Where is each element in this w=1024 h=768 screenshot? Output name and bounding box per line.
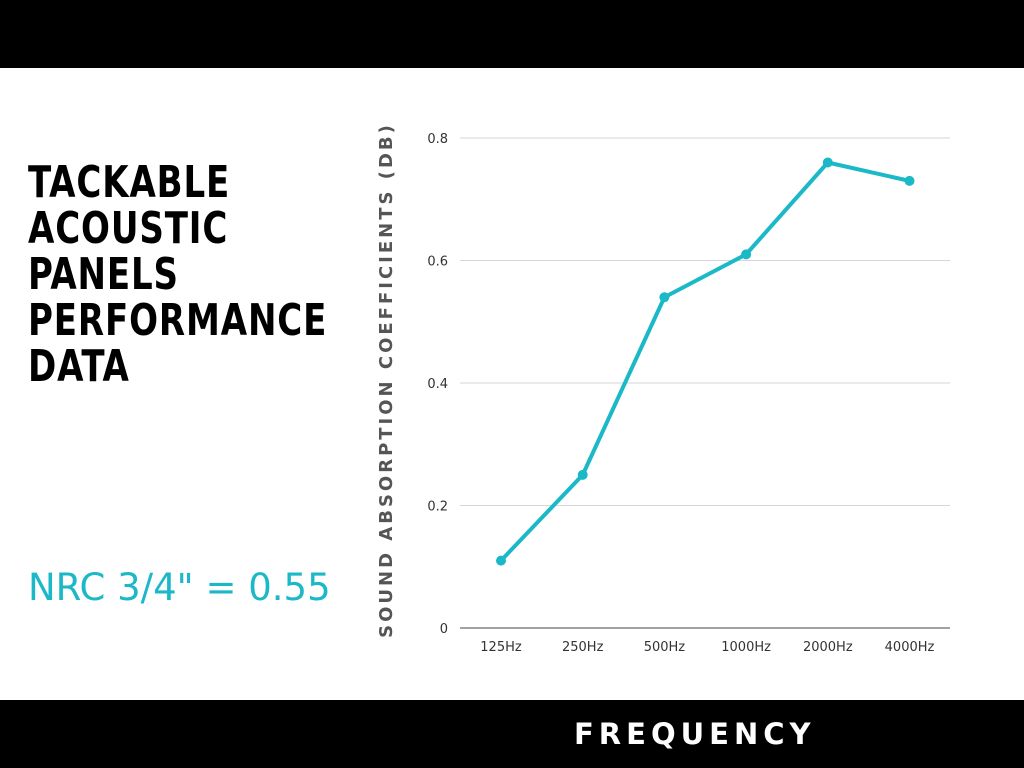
nrc-value-text: NRC 3/4" = 0.55 (28, 566, 331, 609)
data-point (496, 555, 506, 566)
y-tick-label: 0 (440, 622, 448, 637)
x-tick-label: 500Hz (644, 640, 686, 655)
series-line-group (496, 157, 915, 566)
top-black-bar (0, 0, 1024, 68)
title-line: DATA (28, 341, 130, 392)
gridlines (460, 137, 950, 629)
y-tick-label: 0.6 (427, 255, 448, 270)
y-tick-label: 0.4 (427, 377, 448, 392)
data-point (659, 292, 670, 303)
y-axis-label: SOUND ABSORPTION COEFFICIENTS (DB) (376, 122, 397, 638)
y-tick-label: 0.2 (427, 500, 448, 515)
x-tick-label: 2000Hz (803, 640, 853, 655)
x-tick-label: 4000Hz (885, 640, 935, 655)
data-point (741, 249, 752, 260)
page-title: TACKABLE ACOUSTIC PANELS PERFORMANCE DAT… (28, 157, 328, 392)
x-tick-label: 250Hz (562, 640, 604, 655)
title-line: PERFORMANCE (28, 295, 328, 346)
series-line (499, 160, 912, 563)
x-tick-label: 125Hz (480, 640, 522, 655)
title-line: PANELS (28, 249, 179, 300)
data-point (577, 469, 588, 480)
title-line: TACKABLE (28, 157, 231, 208)
x-axis-label: FREQUENCY (574, 717, 816, 751)
bottom-black-bar (0, 700, 1024, 768)
title-line: ACOUSTIC (28, 203, 229, 254)
line-chart: 0 0.2 0.4 0.6 0.8 125Hz 250Hz 500Hz 1000Hz 2000H… (376, 122, 950, 655)
y-axis-ticks: 0 0.2 0.4 0.6 0.8 (427, 132, 448, 637)
x-tick-label: 1000Hz (721, 640, 771, 655)
data-point (904, 175, 915, 186)
data-point (822, 157, 833, 168)
x-axis-ticks: 125Hz 250Hz 500Hz 1000Hz 2000Hz 4000Hz (480, 640, 934, 655)
y-tick-label: 0.8 (427, 132, 448, 147)
